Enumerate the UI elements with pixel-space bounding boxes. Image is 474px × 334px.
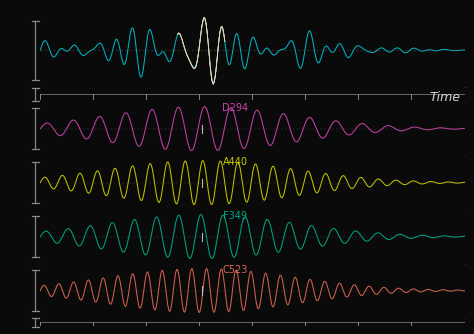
Text: Time: Time <box>429 91 460 104</box>
Text: Pressure: Pressure <box>36 0 95 2</box>
Text: F349: F349 <box>223 211 247 221</box>
Text: A440: A440 <box>223 157 248 167</box>
Text: C523: C523 <box>223 265 248 275</box>
Text: D294: D294 <box>222 103 248 113</box>
